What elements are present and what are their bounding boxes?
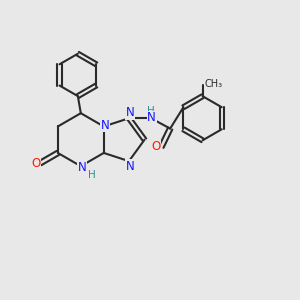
- Text: O: O: [152, 140, 161, 153]
- Text: N: N: [126, 160, 134, 173]
- Text: N: N: [126, 106, 134, 119]
- Text: H: H: [147, 106, 154, 116]
- Text: O: O: [31, 157, 40, 170]
- Text: H: H: [88, 170, 96, 180]
- Text: N: N: [147, 111, 156, 124]
- Text: N: N: [78, 161, 86, 174]
- Text: N: N: [100, 119, 109, 132]
- Text: CH₃: CH₃: [205, 80, 223, 89]
